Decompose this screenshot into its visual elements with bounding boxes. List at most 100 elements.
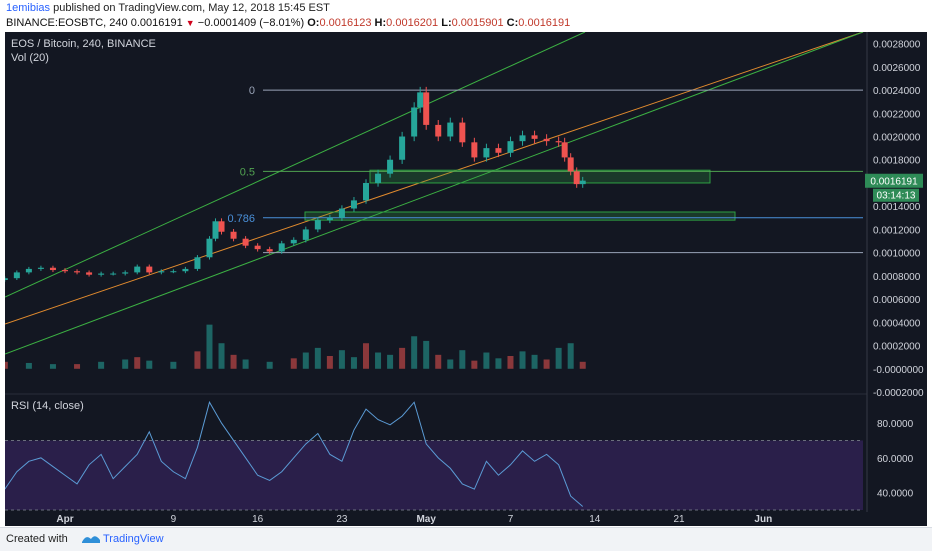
price-tag: 0.0016191 03:14:13 <box>865 173 923 202</box>
volume-bar <box>411 336 418 369</box>
volume-legend: Vol (20) <box>11 52 49 64</box>
price-tick-label: 0.0008000 <box>873 272 921 283</box>
created-with-label: Created with <box>6 533 68 545</box>
candle-body <box>314 220 321 230</box>
x-tick-label: 16 <box>252 514 264 525</box>
price-tick-label: 0.0010000 <box>873 249 921 260</box>
price-tick-label: 0.0014000 <box>873 202 921 213</box>
open-value: 0.0016123 <box>319 17 372 29</box>
volume-bar <box>375 352 382 369</box>
volume-bar <box>447 359 454 369</box>
volume-bar <box>471 360 478 369</box>
price-tick-label: 0.0018000 <box>873 156 921 167</box>
candle-body <box>5 278 8 281</box>
volume-bar <box>531 354 538 369</box>
volume-bar <box>338 350 345 369</box>
zone-lower <box>304 211 736 221</box>
candle-body <box>278 243 285 252</box>
rsi-panel <box>5 400 863 511</box>
high-value: 0.0016201 <box>386 17 439 29</box>
candle-body <box>49 267 56 271</box>
candle-body <box>302 229 309 240</box>
candle-body <box>417 92 424 108</box>
candle-body <box>13 272 20 279</box>
x-tick-label: 23 <box>336 514 348 525</box>
rsi-tick-label: 60.0000 <box>877 454 914 465</box>
x-tick-label: Apr <box>56 514 73 525</box>
rsi-line <box>5 400 584 507</box>
price-tick-label: 0.0006000 <box>873 295 921 306</box>
price-tick-label: 0.0024000 <box>873 86 921 97</box>
volume-bar <box>49 364 56 369</box>
volume-bar <box>459 350 466 369</box>
candle-body <box>230 231 237 239</box>
symbol-text: BINANCE:EOSBTC, 240 <box>6 17 128 29</box>
channel-upper <box>5 32 586 298</box>
chart-title: EOS / Bitcoin, 240, BINANCE <box>11 38 156 50</box>
low-value: 0.0015901 <box>451 17 504 29</box>
x-tick-label: 21 <box>673 514 685 525</box>
candle-body <box>471 142 478 158</box>
volume-bar <box>326 356 333 369</box>
candle-body <box>242 238 249 246</box>
candle-body <box>447 122 454 137</box>
fib-levels: 0 0.5 0.786 <box>227 85 863 254</box>
candle-body <box>387 159 394 174</box>
price-tag-value: 0.0016191 <box>870 177 918 188</box>
symbol-line: BINANCE:EOSBTC, 240 0.0016191 ▼ −0.00014… <box>6 17 570 29</box>
volume-bar <box>399 347 406 369</box>
volume-bar <box>543 359 550 369</box>
fib-label-2: 0.786 <box>227 213 255 225</box>
candle-body <box>567 157 574 172</box>
author-link[interactable]: 1emibias <box>6 2 51 14</box>
candle-body <box>543 138 550 142</box>
tradingview-link[interactable]: TradingView <box>103 533 164 545</box>
volume-bar <box>290 358 297 369</box>
x-tick-label: Jun <box>754 514 772 525</box>
chart-panel[interactable]: 0 0.5 0.786 0.0028000 0.0026000 0.0024000 0.0… <box>5 32 927 526</box>
rsi-tick-label: 80.0000 <box>877 419 914 430</box>
volume-bar <box>350 357 357 369</box>
candle-body <box>338 208 345 218</box>
candle-body <box>37 267 44 269</box>
channel-lower <box>5 32 864 355</box>
volume-bar <box>218 343 225 369</box>
volume-bar <box>74 364 81 369</box>
candle-body <box>146 266 153 273</box>
candle-body <box>86 272 93 275</box>
grid <box>5 32 868 512</box>
candle-body <box>326 217 333 221</box>
price-candles <box>5 86 586 282</box>
volume-bar <box>230 354 237 369</box>
x-tick-label: 7 <box>508 514 514 525</box>
candle-body <box>495 148 502 153</box>
candle-body <box>158 271 165 273</box>
candle-body <box>74 271 81 273</box>
candle-body <box>573 171 580 185</box>
volume-bar <box>242 359 249 369</box>
candle-body <box>25 268 32 273</box>
volume-bar <box>25 362 32 369</box>
volume-bar <box>302 352 309 369</box>
price-tick-label: -0.0000000 <box>873 365 924 376</box>
high-label: H: <box>374 17 387 29</box>
price-tick-label: 0.0012000 <box>873 225 921 236</box>
volume-bar <box>266 361 273 369</box>
candle-body <box>459 122 466 143</box>
zone-upper <box>369 169 711 184</box>
volume-bar <box>363 343 369 369</box>
price-tick-label: 0.0004000 <box>873 318 921 329</box>
price-tick-label: -0.0002000 <box>873 388 924 399</box>
open-label: O: <box>307 17 320 29</box>
rsi-legend: RSI (14, close) <box>11 400 84 412</box>
candle-body <box>375 173 382 183</box>
fib-label-1: 0.5 <box>240 166 255 178</box>
tradingview-logo-icon[interactable] <box>80 530 102 549</box>
rsi-band <box>5 440 863 510</box>
volume-bar <box>314 347 321 369</box>
volume-bar <box>483 352 490 369</box>
x-tick-label: May <box>416 514 436 525</box>
volume-bar <box>5 361 8 369</box>
candle-body <box>110 273 117 275</box>
volume-bar <box>507 356 514 369</box>
